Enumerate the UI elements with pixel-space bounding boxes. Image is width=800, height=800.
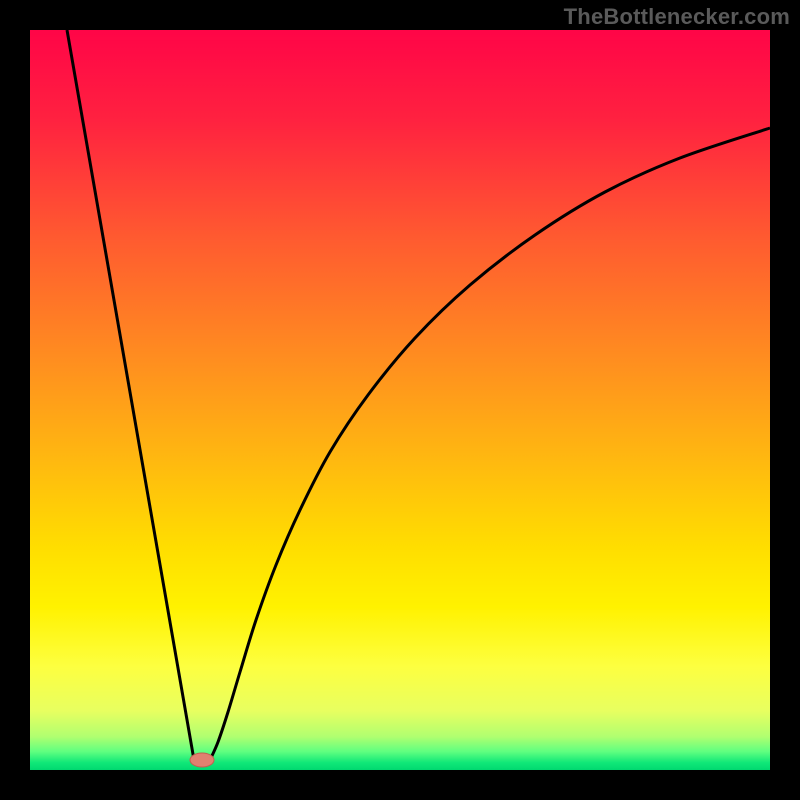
plot-area [30, 30, 770, 770]
bottleneck-chart [0, 0, 800, 800]
bottleneck-marker [190, 753, 214, 767]
chart-container: TheBottlenecker.com [0, 0, 800, 800]
watermark-text: TheBottlenecker.com [564, 4, 790, 30]
